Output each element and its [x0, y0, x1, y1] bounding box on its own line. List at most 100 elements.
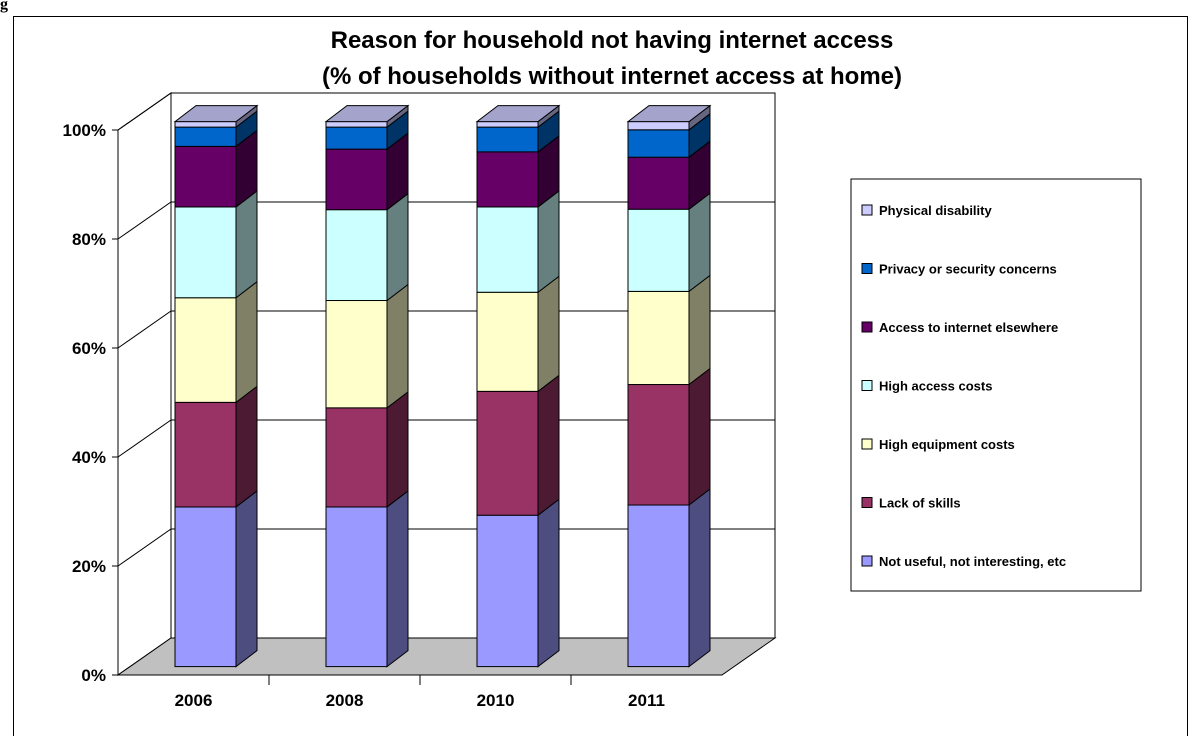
side-wall [117, 92, 172, 676]
legend: Physical disability Privacy or security c… [850, 178, 1142, 592]
bar-segment-front [627, 129, 690, 158]
bar-segment-side [235, 189, 258, 299]
bar-segment [476, 498, 560, 668]
bar-segment-front [476, 126, 539, 153]
bar-segment-side [688, 274, 711, 386]
bar-segment-front [476, 390, 539, 516]
bar-segment-front [476, 121, 539, 128]
bar-segment-front [627, 384, 690, 506]
gridline [117, 92, 775, 131]
bar-segment-front [174, 297, 237, 403]
bar-segment-side [688, 488, 711, 668]
bar-segment [325, 283, 409, 409]
bar-segment-front [174, 121, 237, 128]
bar-segment [174, 385, 258, 508]
bar-segment-front [325, 300, 388, 409]
bar-segment-front [325, 209, 388, 302]
bar-segment-front [476, 151, 539, 208]
bar-segment-side [235, 489, 258, 668]
bar-segment-side [537, 498, 560, 668]
bar-segment-front [627, 156, 690, 210]
bar-segment-side [235, 280, 258, 404]
bar-segment-front [627, 121, 690, 131]
bar-segment-front [174, 506, 237, 668]
legend-label: High access costs [879, 379, 992, 394]
bar-segment-side [688, 192, 711, 293]
bar-segment [173, 104, 259, 129]
bar-segment [325, 110, 409, 151]
bar-segment [476, 134, 560, 208]
bar-segment [476, 374, 560, 517]
bar-segment [174, 189, 258, 299]
legend-swatch [861, 497, 873, 508]
bar-segment-front [174, 126, 237, 147]
bar-segment-front [325, 148, 388, 211]
bars [173, 104, 712, 668]
bar-segment-front [476, 514, 539, 668]
bar-segment [627, 488, 711, 668]
x-tick-label: 2008 [326, 691, 364, 710]
y-tick-label: 0% [81, 666, 106, 685]
bar-segment [476, 189, 560, 294]
tick-labels: 0% 20% 40% 60% 80% 100% 2006 2008 2010 2011 [63, 121, 665, 710]
legend-swatch [861, 380, 873, 391]
bar-segment [627, 367, 711, 507]
legend-label: Lack of skills [879, 496, 961, 511]
bar-segment-front [627, 208, 690, 292]
bar-segment-side [386, 489, 409, 668]
bar-segment-side [235, 385, 258, 508]
legend-swatch [861, 555, 873, 567]
bar-segment-front [476, 206, 539, 293]
legend-swatch [861, 438, 873, 450]
x-tick-label: 2010 [477, 691, 515, 710]
legend-swatch [861, 321, 873, 333]
legend-swatch [861, 263, 873, 274]
bar-segment [627, 274, 711, 386]
y-tick-label: 80% [72, 230, 106, 249]
chart-title-line-2: (% of households without internet access… [322, 63, 902, 90]
y-tick-label: 60% [72, 339, 106, 358]
bar-segment [325, 192, 409, 302]
bar-segment-front [627, 504, 690, 668]
gridline [117, 310, 775, 349]
legend-label: Access to internet elsewhere [879, 320, 1058, 335]
figure-corner-label: g [0, 0, 8, 13]
y-tick-label: 20% [72, 557, 106, 576]
x-tick-label: 2011 [628, 691, 665, 710]
bar-segment-front [325, 121, 388, 128]
bar-segment [626, 104, 712, 131]
legend-label: Physical disability [879, 203, 992, 218]
bar-segment-side [688, 367, 711, 507]
bar-segment-front [174, 206, 237, 299]
bar-segment [325, 489, 409, 668]
legend-box [850, 178, 1142, 592]
bar-segment-front [174, 401, 237, 508]
legend-label: Privacy or security concerns [879, 262, 1057, 277]
bar-segment [475, 104, 561, 129]
bar-segment-side [386, 390, 409, 508]
bar-top [626, 105, 712, 123]
bar-top [173, 105, 259, 123]
gridline [117, 528, 775, 567]
bar-segment [476, 275, 560, 393]
bar-segment-side [386, 283, 409, 409]
bar-top [324, 105, 410, 123]
bar-segment [325, 390, 409, 508]
bar-segment-front [174, 145, 237, 208]
gridline [117, 419, 775, 458]
bar-segment [325, 132, 409, 211]
gridlines [117, 92, 775, 567]
bar-segment [627, 192, 711, 293]
y-tick-label: 100% [63, 121, 106, 140]
bar-segment-side [537, 189, 560, 294]
x-tick-label: 2006 [175, 691, 213, 710]
axes [112, 129, 722, 685]
legend-label: High equipment costs [879, 437, 1015, 452]
bar-top [475, 105, 561, 123]
bar-segment-side [386, 192, 409, 302]
bar-segment [476, 110, 560, 153]
bar-segment-front [476, 291, 539, 392]
bar-segment-front [325, 407, 388, 508]
plot-walls [116, 92, 777, 676]
